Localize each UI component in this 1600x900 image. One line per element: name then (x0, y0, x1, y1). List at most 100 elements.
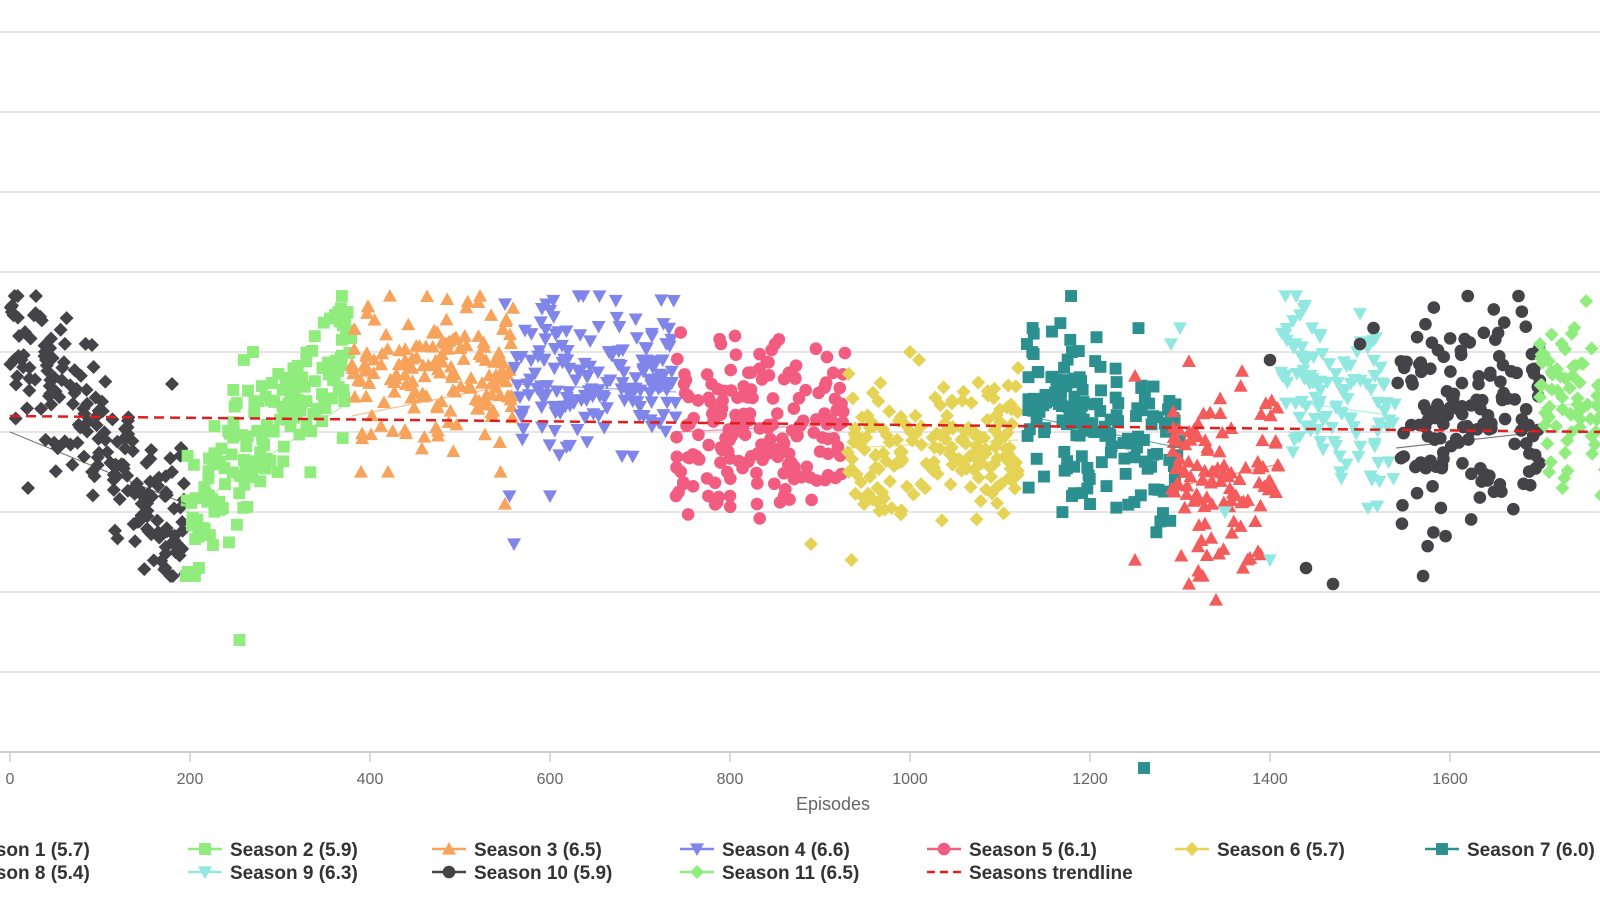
data-point (239, 464, 252, 477)
data-point (1579, 294, 1594, 309)
data-point (1474, 461, 1487, 475)
data-point (1213, 391, 1228, 405)
data-point (1421, 429, 1435, 443)
season-trendline (185, 399, 353, 513)
data-point (1492, 350, 1506, 363)
data-point (955, 393, 970, 408)
data-point (128, 534, 143, 549)
data-point (473, 289, 488, 302)
data-point (800, 460, 814, 474)
data-point (954, 432, 969, 447)
data-point (1313, 384, 1328, 398)
legend-label: Season 8 (5.4) (0, 863, 90, 884)
data-point (139, 455, 154, 470)
data-point (908, 408, 923, 423)
data-point (785, 424, 799, 437)
data-point (838, 346, 852, 360)
data-point (1055, 384, 1067, 397)
data-point (539, 389, 554, 402)
data-point (1382, 414, 1397, 428)
data-point (1090, 331, 1103, 344)
data-point (284, 420, 297, 433)
data-point (1057, 415, 1070, 428)
data-point (628, 313, 643, 327)
data-point (500, 367, 515, 380)
data-point (1550, 383, 1565, 398)
data-point (1095, 456, 1108, 469)
data-point (347, 342, 362, 355)
data-point (538, 333, 553, 347)
data-point (700, 472, 714, 485)
data-point (484, 308, 499, 321)
data-point (599, 376, 614, 390)
data-point (1375, 377, 1390, 391)
x-tick-label: 0 (6, 771, 15, 788)
data-point (1141, 462, 1154, 475)
data-point (355, 426, 370, 440)
data-point (1353, 440, 1368, 454)
data-point (504, 399, 519, 413)
data-point (1166, 404, 1181, 418)
data-point (1143, 397, 1156, 410)
data-point (702, 391, 715, 405)
data-point (1296, 302, 1311, 316)
data-point (84, 337, 99, 352)
data-point (681, 389, 695, 403)
data-point (187, 458, 200, 471)
data-point (137, 562, 152, 577)
data-point (484, 405, 499, 419)
data-point (387, 385, 402, 398)
data-point (1328, 368, 1343, 381)
x-tick-label: 600 (537, 771, 564, 788)
data-point (1263, 474, 1278, 488)
legend-label: Season 2 (5.9) (230, 840, 358, 861)
data-point (240, 440, 253, 453)
legend-marker (690, 865, 704, 879)
data-point (1494, 375, 1507, 388)
data-point (546, 400, 561, 414)
data-point (1409, 460, 1422, 474)
data-point (1072, 417, 1085, 430)
data-point (379, 327, 394, 341)
data-point (507, 361, 522, 375)
data-point (1236, 561, 1250, 574)
data-point (863, 469, 878, 484)
data-point (1135, 404, 1148, 417)
data-point (248, 406, 261, 419)
data-point (1232, 472, 1247, 486)
data-point (43, 373, 58, 388)
data-point (335, 290, 348, 302)
data-point (1263, 554, 1277, 567)
data-point (1189, 487, 1204, 500)
data-point (1058, 464, 1071, 477)
data-point (625, 450, 640, 464)
data-point (65, 457, 80, 472)
data-point (1213, 474, 1228, 487)
data-point (445, 370, 460, 383)
data-point (1180, 478, 1195, 492)
data-point (549, 385, 564, 399)
data-point (1088, 426, 1101, 439)
legend-item: Season 11 (6.5) (680, 863, 859, 884)
data-point (1349, 427, 1364, 441)
data-point (374, 357, 389, 371)
series-2 (180, 290, 358, 646)
data-point (298, 380, 311, 393)
data-point (969, 512, 984, 527)
data-point (1058, 361, 1071, 374)
data-point (986, 391, 1001, 406)
data-point (1339, 360, 1354, 374)
data-point (227, 416, 240, 429)
data-point (1212, 444, 1227, 458)
legend-label: Season 6 (5.7) (1217, 840, 1345, 861)
data-point (233, 487, 246, 500)
data-point (1515, 305, 1529, 318)
data-point (1584, 341, 1599, 356)
data-point (264, 394, 277, 407)
data-point (1380, 421, 1395, 434)
data-point (1307, 413, 1322, 426)
data-point (1173, 322, 1187, 335)
data-point (644, 396, 659, 409)
data-point (431, 362, 446, 376)
data-point (1105, 440, 1118, 453)
